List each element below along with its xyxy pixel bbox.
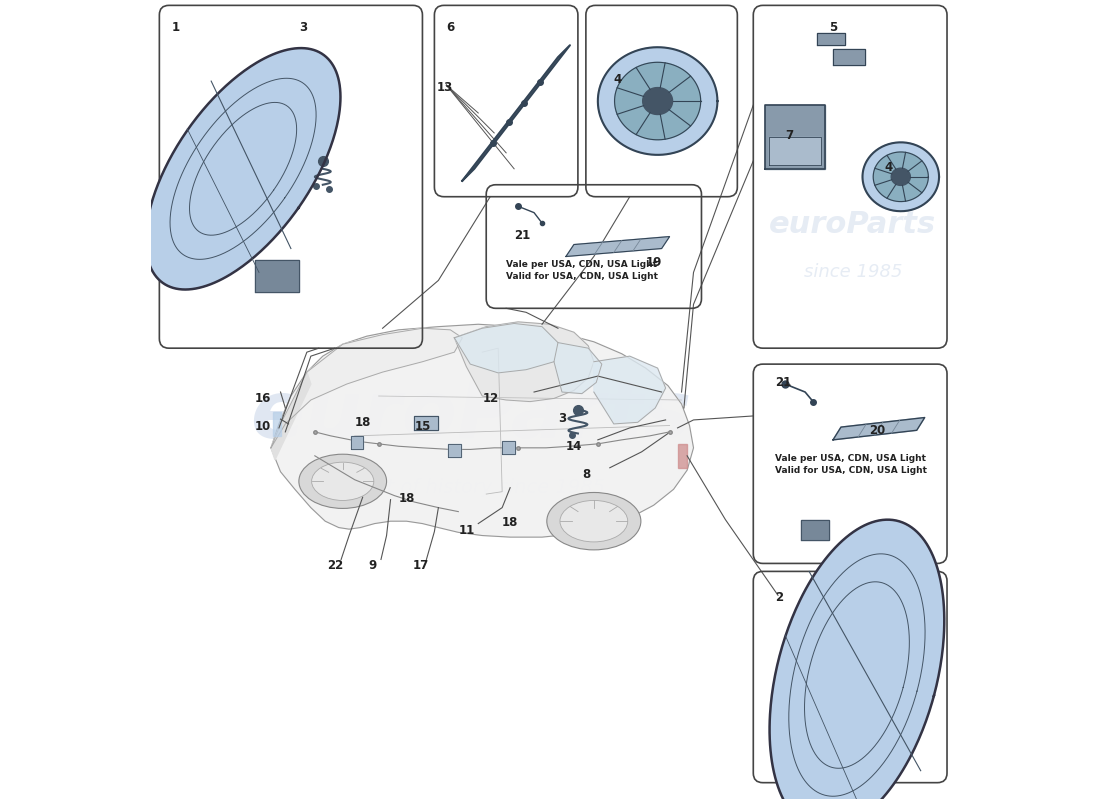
Ellipse shape — [299, 454, 386, 509]
Text: 18: 18 — [398, 492, 415, 505]
Text: a part of history since 1985: a part of history since 1985 — [336, 478, 605, 497]
Text: 4: 4 — [614, 73, 622, 86]
Polygon shape — [833, 418, 925, 440]
Text: euroParts: euroParts — [250, 377, 691, 455]
Text: 6: 6 — [447, 22, 454, 34]
Text: 18: 18 — [354, 416, 371, 429]
Polygon shape — [454, 322, 594, 402]
Polygon shape — [833, 50, 865, 65]
Text: since 1985: since 1985 — [804, 263, 902, 282]
Polygon shape — [891, 168, 911, 186]
Polygon shape — [255, 261, 299, 292]
Polygon shape — [642, 87, 672, 114]
Text: 21: 21 — [514, 229, 530, 242]
Text: 7: 7 — [785, 129, 793, 142]
Polygon shape — [273, 412, 280, 436]
Text: 13: 13 — [437, 81, 453, 94]
Text: Vale per USA, CDN, USA Light: Vale per USA, CDN, USA Light — [506, 261, 657, 270]
Polygon shape — [615, 62, 701, 140]
Text: 22: 22 — [327, 559, 343, 573]
Ellipse shape — [547, 493, 641, 550]
Text: 21: 21 — [774, 376, 791, 389]
Polygon shape — [145, 48, 341, 290]
Text: 1: 1 — [172, 22, 179, 34]
Text: Vale per USA, CDN, USA Light: Vale per USA, CDN, USA Light — [774, 454, 926, 463]
Text: 15: 15 — [415, 420, 431, 433]
Text: 3: 3 — [299, 22, 307, 34]
Polygon shape — [454, 323, 558, 373]
Polygon shape — [462, 46, 570, 181]
Polygon shape — [271, 372, 311, 460]
Polygon shape — [554, 342, 602, 394]
Text: 3: 3 — [558, 412, 566, 425]
Ellipse shape — [560, 501, 628, 542]
Text: 11: 11 — [459, 523, 474, 537]
Polygon shape — [862, 142, 939, 211]
Text: 19: 19 — [646, 257, 662, 270]
Polygon shape — [415, 416, 439, 430]
Text: 18: 18 — [503, 515, 518, 529]
Text: Valid for USA, CDN, USA Light: Valid for USA, CDN, USA Light — [774, 466, 927, 475]
Text: 4: 4 — [884, 161, 893, 174]
Polygon shape — [769, 137, 821, 165]
Polygon shape — [503, 442, 515, 454]
Polygon shape — [597, 47, 717, 155]
Polygon shape — [271, 328, 462, 448]
Polygon shape — [351, 436, 363, 449]
Polygon shape — [594, 356, 666, 424]
Polygon shape — [817, 34, 845, 46]
Polygon shape — [678, 444, 688, 468]
Text: 12: 12 — [482, 392, 498, 405]
Text: euroParts: euroParts — [769, 210, 936, 239]
Text: 16: 16 — [255, 392, 272, 405]
Text: 20: 20 — [869, 424, 886, 437]
Ellipse shape — [311, 462, 374, 501]
Text: 14: 14 — [565, 440, 582, 453]
Polygon shape — [770, 520, 944, 800]
Polygon shape — [801, 519, 829, 539]
Text: 2: 2 — [774, 591, 783, 604]
Text: 17: 17 — [412, 559, 429, 573]
Polygon shape — [448, 444, 461, 457]
Text: Valid for USA, CDN, USA Light: Valid for USA, CDN, USA Light — [506, 273, 658, 282]
Polygon shape — [271, 324, 693, 537]
Polygon shape — [873, 152, 928, 202]
Text: 10: 10 — [255, 420, 272, 433]
Polygon shape — [766, 105, 825, 169]
Text: 5: 5 — [829, 22, 837, 34]
Text: 8: 8 — [582, 468, 590, 481]
Text: 9: 9 — [368, 559, 376, 573]
Polygon shape — [565, 237, 670, 257]
